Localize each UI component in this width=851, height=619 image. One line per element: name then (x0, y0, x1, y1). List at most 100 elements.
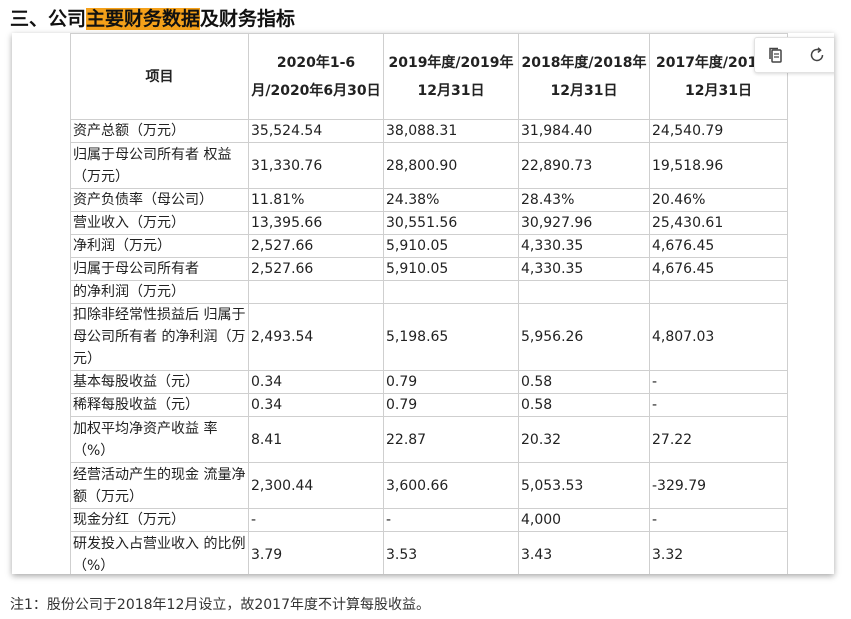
cell-value: 4,330.35 (518, 257, 650, 281)
cell-value: -329.79 (649, 462, 788, 509)
table-row: 资产总额（万元） 35,524.54 38,088.31 31,984.40 2… (70, 119, 788, 143)
row-label: 的净利润（万元） (70, 280, 249, 304)
row-label: 归属于母公司所有者 权益（万元） (70, 142, 249, 189)
cell-value: 11.81% (248, 188, 384, 212)
row-label: 研发投入占营业收入 的比例（%） (70, 531, 249, 574)
table-row: 营业收入（万元） 13,395.66 30,551.56 30,927.96 2… (70, 211, 788, 235)
cell-value: 4,676.45 (649, 257, 788, 281)
table-row: 归属于母公司所有者 2,527.66 5,910.05 4,330.35 4,6… (70, 257, 788, 281)
cell-value: 2,300.44 (248, 462, 384, 509)
cell-value: 31,984.40 (518, 119, 650, 143)
cell-value: - (649, 370, 788, 394)
cell-value: - (383, 508, 519, 532)
cell-value: 0.79 (383, 370, 519, 394)
cell-value: 28.43% (518, 188, 650, 212)
table-toolbar (754, 37, 834, 73)
cell-value: 20.32 (518, 416, 650, 463)
cell-value: 4,000 (518, 508, 650, 532)
cell-value: 27.22 (649, 416, 788, 463)
cell-value: 0.34 (248, 393, 384, 417)
table-row: 基本每股收益（元） 0.34 0.79 0.58 - (70, 370, 788, 394)
table-row: 研发投入占营业收入 的比例（%） 3.79 3.53 3.43 3.32 (70, 531, 788, 574)
row-label: 现金分红（万元） (70, 508, 249, 532)
cell-value: 5,910.05 (383, 257, 519, 281)
row-label: 经营活动产生的现金 流量净额（万元） (70, 462, 249, 509)
cell-value: 5,910.05 (383, 234, 519, 258)
cell-value: 2,527.66 (248, 257, 384, 281)
header-item: 项目 (70, 33, 249, 120)
cell-value: 24,540.79 (649, 119, 788, 143)
row-label: 资产负债率（母公司） (70, 188, 249, 212)
cell-value (518, 280, 650, 304)
table-row: 资产负债率（母公司） 11.81% 24.38% 28.43% 20.46% (70, 188, 788, 212)
cell-value: 3.32 (649, 531, 788, 574)
section-heading: 三、公司主要财务数据及财务指标 (10, 6, 295, 32)
cell-value: 38,088.31 (383, 119, 519, 143)
cell-value: 0.58 (518, 393, 650, 417)
cell-value: 20.46% (649, 188, 788, 212)
header-2017: 2017年度/2017年12月31日 (649, 33, 788, 120)
table-row: 现金分红（万元） - - 4,000 - (70, 508, 788, 532)
cell-value: 30,551.56 (383, 211, 519, 235)
cell-value: 22,890.73 (518, 142, 650, 189)
refresh-icon (810, 47, 823, 62)
cell-value (383, 280, 519, 304)
row-label: 净利润（万元） (70, 234, 249, 258)
cell-value (248, 280, 384, 304)
table-header-row: 项目 2020年1-6月/2020年6月30日 2019年度/2019年12月3… (70, 33, 788, 120)
cell-value: 35,524.54 (248, 119, 384, 143)
header-2020h1: 2020年1-6月/2020年6月30日 (248, 33, 384, 120)
cell-value: 13,395.66 (248, 211, 384, 235)
cell-value: 5,198.65 (383, 303, 519, 371)
cell-value: - (248, 508, 384, 532)
cell-value: 2,493.54 (248, 303, 384, 371)
row-label: 扣除非经常性损益后 归属于母公司所有者 的净利润（万元） (70, 303, 249, 371)
cell-value: 3.79 (248, 531, 384, 574)
cell-value: 28,800.90 (383, 142, 519, 189)
cell-value: - (649, 508, 788, 532)
heading-suffix: 及财务指标 (200, 8, 296, 30)
footnote: 注1：股份公司于2018年12月设立，故2017年度不计算每股收益。 (10, 597, 430, 613)
cell-value: 25,430.61 (649, 211, 788, 235)
cell-value: 8.41 (248, 416, 384, 463)
table-row: 经营活动产生的现金 流量净额（万元） 2,300.44 3,600.66 5,0… (70, 462, 788, 509)
copy-button[interactable] (761, 40, 791, 70)
cell-value: 4,676.45 (649, 234, 788, 258)
header-2018: 2018年度/2018年12月31日 (518, 33, 650, 120)
table-row: 归属于母公司所有者 权益（万元） 31,330.76 28,800.90 22,… (70, 142, 788, 189)
refresh-button[interactable] (802, 40, 832, 70)
row-label: 归属于母公司所有者 (70, 257, 249, 281)
cell-value: 0.58 (518, 370, 650, 394)
cell-value: 4,807.03 (649, 303, 788, 371)
heading-highlight: 主要财务数据 (86, 8, 201, 30)
cell-value: 0.79 (383, 393, 519, 417)
heading-prefix: 三、公司 (10, 8, 87, 30)
cell-value: 3.43 (518, 531, 650, 574)
cell-value (649, 280, 788, 304)
cell-value: 4,330.35 (518, 234, 650, 258)
table-row: 的净利润（万元） (70, 280, 788, 304)
table-row: 扣除非经常性损益后 归属于母公司所有者 的净利润（万元） 2,493.54 5,… (70, 303, 788, 371)
copy-icon (768, 47, 782, 63)
row-label: 资产总额（万元） (70, 119, 249, 143)
cell-value: - (649, 393, 788, 417)
cell-value: 19,518.96 (649, 142, 788, 189)
cell-value: 24.38% (383, 188, 519, 212)
row-label: 营业收入（万元） (70, 211, 249, 235)
financial-data-table: 项目 2020年1-6月/2020年6月30日 2019年度/2019年12月3… (70, 33, 788, 574)
cell-value: 3.53 (383, 531, 519, 574)
cell-value: 5,956.26 (518, 303, 650, 371)
cell-value: 30,927.96 (518, 211, 650, 235)
cell-value: 22.87 (383, 416, 519, 463)
header-2019: 2019年度/2019年12月31日 (383, 33, 519, 120)
table-card: 项目 2020年1-6月/2020年6月30日 2019年度/2019年12月3… (12, 33, 834, 574)
cell-value: 0.34 (248, 370, 384, 394)
cell-value: 31,330.76 (248, 142, 384, 189)
row-label: 基本每股收益（元） (70, 370, 249, 394)
table-row: 稀释每股收益（元） 0.34 0.79 0.58 - (70, 393, 788, 417)
cell-value: 5,053.53 (518, 462, 650, 509)
table-row: 净利润（万元） 2,527.66 5,910.05 4,330.35 4,676… (70, 234, 788, 258)
row-label: 加权平均净资产收益 率（%） (70, 416, 249, 463)
cell-value: 3,600.66 (383, 462, 519, 509)
table-row: 加权平均净资产收益 率（%） 8.41 22.87 20.32 27.22 (70, 416, 788, 463)
